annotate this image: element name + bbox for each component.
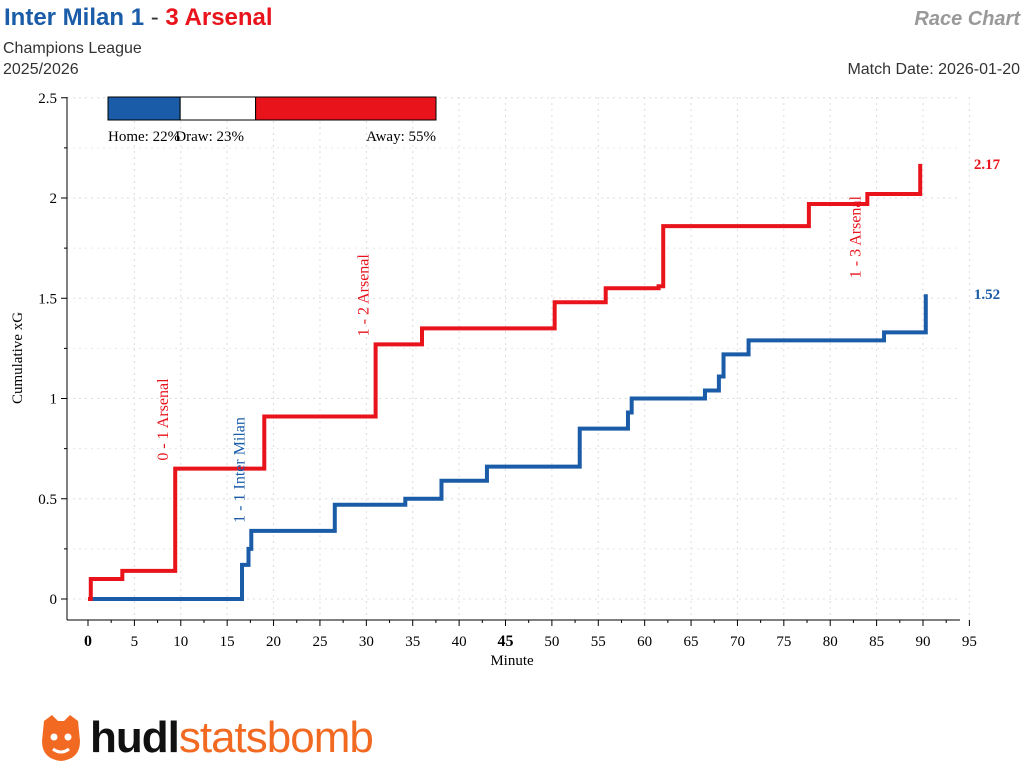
final-xg-label: 2.17: [974, 157, 1001, 173]
probability-label: Home: 22%: [108, 129, 180, 145]
y-tick-label: 1.5: [38, 291, 57, 307]
x-tick-label: 30: [359, 634, 374, 650]
probability-segment: [255, 96, 437, 121]
probability-segment: [107, 96, 181, 121]
away-score: 3: [165, 4, 179, 31]
x-tick-label: 10: [173, 634, 188, 650]
x-tick-label: 65: [684, 634, 699, 650]
x-tick-label: 90: [916, 634, 931, 650]
x-tick-label: 20: [266, 634, 281, 650]
probability-segment: [179, 96, 257, 121]
match-date: Match Date: 2026-01-20: [847, 61, 1020, 78]
chart-type-label: Race Chart: [914, 8, 1020, 30]
competition-name: Champions League: [3, 40, 142, 57]
goal-annotation: 1 - 3 Arsenal: [847, 195, 864, 278]
brand-logo: hudl statsbomb: [36, 706, 374, 770]
x-tick-label: 15: [220, 634, 235, 650]
x-tick-label: 45: [498, 633, 514, 650]
brand-name-statsbomb: statsbomb: [178, 713, 374, 762]
x-tick-label: 0: [84, 633, 92, 650]
goal-annotation: 1 - 1 Inter Milan: [231, 417, 248, 523]
x-tick-label: 35: [405, 634, 420, 650]
chart-title: Inter Milan 1 - 3 Arsenal: [4, 4, 273, 32]
x-axis-label: Minute: [490, 653, 534, 669]
goal-annotation: 0 - 1 Arsenal: [155, 378, 172, 461]
probability-label: Away: 55%: [366, 129, 436, 145]
y-tick-label: 0: [50, 592, 58, 608]
xg-series-line: [88, 163, 923, 601]
final-xg-label: 1.52: [974, 287, 1000, 303]
x-tick-label: 50: [544, 634, 559, 650]
away-team-name: Arsenal: [184, 4, 273, 31]
race-chart: 00.511.522.50 5 10 15 20 25 30 35 40 45 50 55 60 65 70…: [10, 91, 1001, 669]
brand-name-hudl: hudl: [90, 713, 180, 762]
x-tick-label: 85: [869, 634, 884, 650]
x-tick-label: 55: [591, 634, 606, 650]
y-axis-label: Cumulative xG: [10, 312, 26, 404]
x-tick-label: 70: [730, 634, 745, 650]
x-tick-label: 40: [452, 634, 467, 650]
score-separator: -: [150, 4, 159, 31]
probability-label: Draw: 23%: [175, 129, 244, 145]
x-tick-label: 60: [637, 634, 652, 650]
x-tick-label: 95: [962, 634, 977, 650]
x-tick-label: 25: [312, 634, 327, 650]
home-team-name: Inter Milan: [4, 4, 125, 31]
x-tick-label: 80: [823, 634, 838, 650]
y-tick-label: 2.5: [38, 91, 57, 107]
x-tick-label: 5: [131, 634, 139, 650]
home-score: 1: [130, 4, 145, 31]
y-tick-label: 1: [50, 392, 58, 408]
x-tick-label: 75: [776, 634, 791, 650]
goal-annotation: 1 - 2 Arsenal: [356, 254, 373, 337]
bulldog-logo-icon: [42, 715, 80, 761]
y-tick-label: 0.5: [38, 492, 57, 508]
y-tick-label: 2: [50, 191, 58, 207]
xg-series-line: [88, 294, 928, 601]
season-label: 2025/2026: [3, 61, 79, 78]
